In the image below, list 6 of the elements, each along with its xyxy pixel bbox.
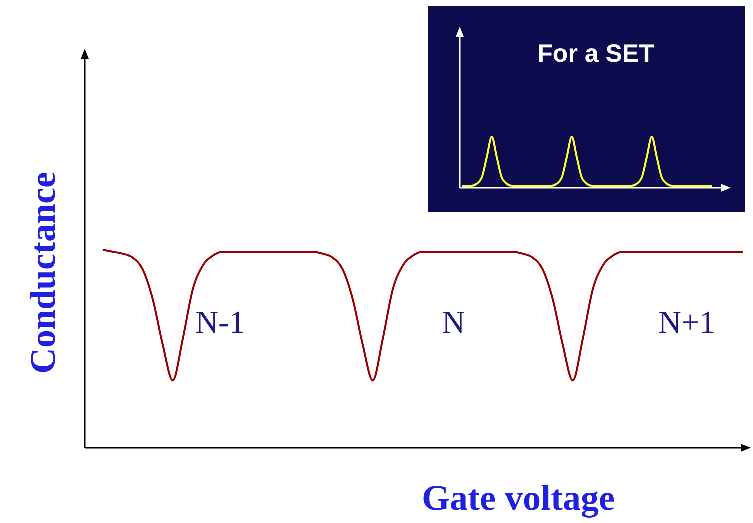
y-axis-title: Conductance [23, 172, 63, 374]
annotation: N-1 [195, 304, 246, 340]
annotation: N+1 [658, 304, 716, 340]
annotation: N [442, 304, 466, 340]
chart-title: For a SET [538, 40, 654, 68]
x-axis-title: Gate voltage [422, 478, 615, 518]
